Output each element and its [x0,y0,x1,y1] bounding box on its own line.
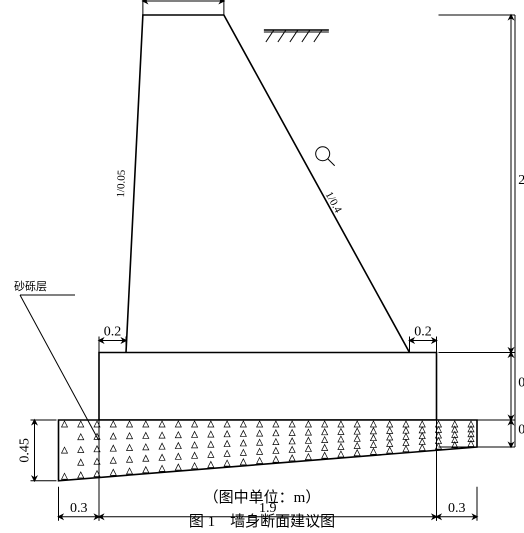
svg-text:0.2: 0.2 [104,325,122,340]
svg-text:（图中单位：m）: （图中单位：m） [204,489,321,506]
svg-text:0.2: 0.2 [518,423,524,438]
svg-text:2.5: 2.5 [518,173,524,188]
cross-section-drawing [20,0,515,521]
svg-text:图 1 墙身断面建议图: 图 1 墙身断面建议图 [189,513,335,530]
svg-text:0.3: 0.3 [448,501,466,516]
svg-text:0.5: 0.5 [518,375,524,390]
svg-text:1/0.4: 1/0.4 [323,190,345,216]
svg-text:1/0.05: 1/0.05 [115,169,128,198]
svg-text:0.2: 0.2 [414,325,432,340]
svg-text:砂砾层: 砂砾层 [14,280,47,293]
svg-text:0.45: 0.45 [18,438,33,463]
svg-text:0.3: 0.3 [70,501,88,516]
figure-canvas: 砂砾层0.60.20.20.31.90.32.50.50.20.451/0.05… [0,0,524,533]
